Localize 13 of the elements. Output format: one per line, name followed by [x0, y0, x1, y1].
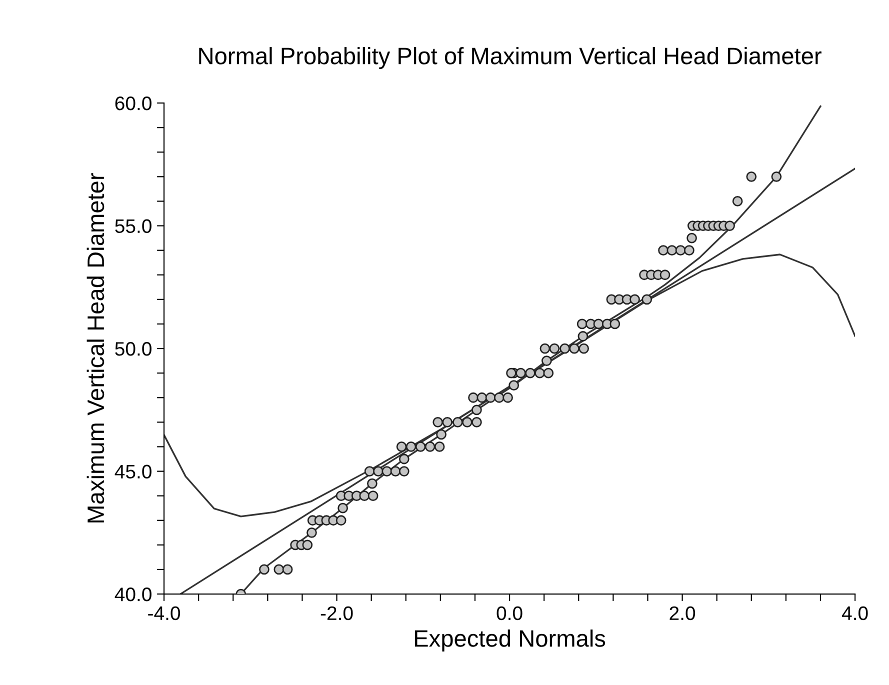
- y-tick-label: 50.0: [115, 342, 152, 356]
- x-tick-label: -2.0: [320, 606, 353, 620]
- chart-title: Normal Probability Plot of Maximum Vertical Head Diameter: [199, 47, 822, 70]
- x-tick-label: 2.0: [670, 606, 696, 620]
- y-tick-label: 55.0: [115, 219, 152, 234]
- x-axis-title: Expected Normals: [415, 630, 606, 652]
- y-tick-label: 45.0: [114, 464, 152, 479]
- y-axis-title: Maximum Vertical Head Diameter: [86, 173, 104, 522]
- x-tick-label: 4.0: [842, 606, 868, 620]
- x-tick-label: -4.0: [148, 606, 180, 620]
- x-tick-label: 0.0: [496, 606, 522, 620]
- y-tick-label: 60.0: [115, 96, 152, 110]
- y-tick-label: 40.0: [114, 588, 152, 602]
